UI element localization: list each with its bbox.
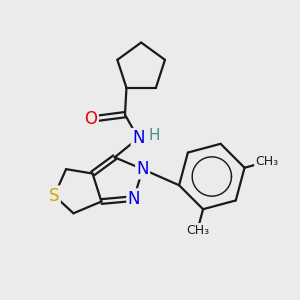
Text: N: N xyxy=(132,129,145,147)
Text: CH₃: CH₃ xyxy=(186,224,209,237)
Text: S: S xyxy=(49,187,60,205)
Text: N: N xyxy=(128,190,140,208)
Text: H: H xyxy=(149,128,160,143)
Text: O: O xyxy=(85,110,98,128)
Text: N: N xyxy=(136,160,149,178)
Text: CH₃: CH₃ xyxy=(255,155,278,168)
